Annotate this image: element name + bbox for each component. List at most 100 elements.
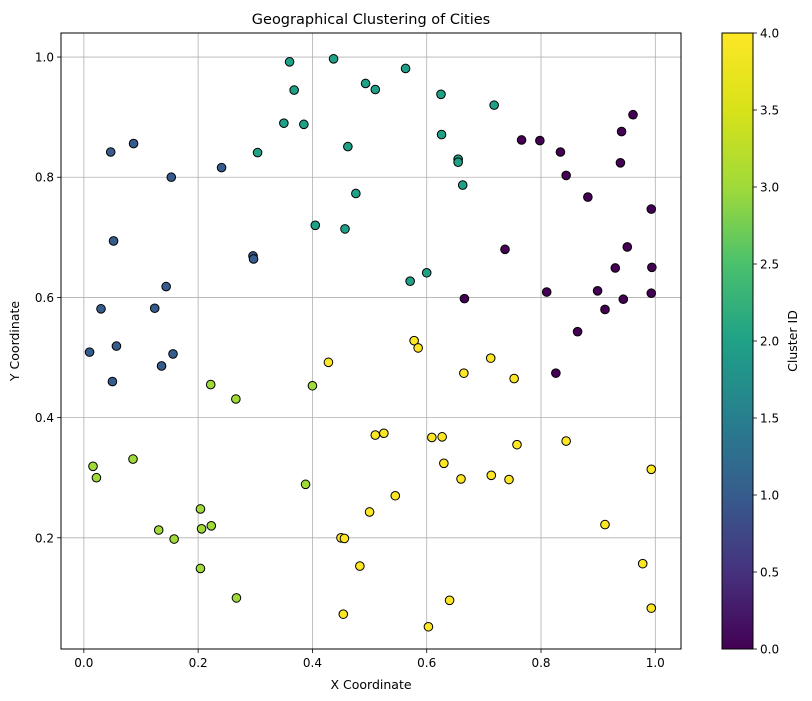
city-point	[166, 172, 177, 183]
city-point	[156, 361, 167, 371]
city-point	[105, 147, 116, 157]
city-point	[583, 192, 593, 202]
city-point	[161, 281, 171, 292]
city-point	[107, 376, 118, 387]
y-tick-label: 0.8	[35, 171, 54, 185]
city-point	[355, 561, 365, 571]
colorbar-tick-label: 1.5	[760, 412, 779, 426]
y-tick-label: 0.2	[35, 531, 54, 545]
city-point	[459, 368, 469, 378]
data-points	[84, 54, 657, 632]
city-point	[561, 170, 571, 181]
city-point	[551, 368, 561, 378]
city-point	[343, 141, 353, 152]
city-point	[541, 287, 552, 297]
colorbar-tick-label: 0.5	[760, 566, 779, 580]
city-point	[390, 490, 401, 501]
y-tick-label: 0.4	[35, 411, 54, 425]
city-point	[289, 85, 299, 95]
grid-lines	[61, 33, 681, 649]
city-point	[231, 593, 242, 603]
city-point	[307, 380, 318, 391]
city-point	[128, 454, 138, 464]
y-tick-label: 1.0	[35, 51, 54, 65]
x-tick-label: 0.0	[74, 656, 93, 670]
x-axis-ticks: 0.0 0.2 0.4 0.6 0.8 1.0	[74, 649, 665, 670]
city-point	[400, 63, 411, 74]
city-point	[615, 158, 626, 168]
city-point	[572, 326, 583, 337]
city-point	[413, 343, 423, 353]
city-point	[439, 458, 449, 469]
colorbar-tick-label: 3.0	[760, 181, 779, 195]
colorbar-tick-label: 3.5	[760, 104, 779, 118]
city-point	[252, 147, 263, 158]
city-point	[379, 428, 389, 439]
city-point	[351, 188, 361, 199]
city-point	[646, 603, 657, 613]
city-point	[489, 100, 499, 110]
colorbar-ticks: 0.0 0.5 1.0 1.5 2.0 2.5 3.0 3.5 4.0	[753, 27, 779, 657]
city-point	[111, 341, 122, 351]
city-point	[453, 157, 463, 168]
city-point	[88, 461, 98, 472]
colorbar	[721, 32, 754, 650]
y-axis-ticks: 0.2 0.4 0.6 0.8 1.0	[35, 51, 61, 545]
colorbar-tick-label: 2.0	[760, 335, 779, 349]
city-point	[299, 119, 309, 130]
city-point	[622, 242, 633, 252]
city-point	[248, 254, 259, 264]
city-point	[409, 335, 419, 346]
city-point	[504, 474, 514, 485]
city-point	[618, 294, 629, 305]
city-point	[405, 276, 415, 287]
city-point	[436, 129, 447, 140]
city-point	[370, 430, 381, 440]
city-point	[512, 439, 522, 450]
colorbar-tick-label: 0.0	[760, 643, 779, 657]
city-point	[284, 57, 295, 67]
city-point	[421, 267, 432, 278]
city-point	[535, 135, 545, 146]
city-point	[561, 436, 571, 446]
city-point	[646, 204, 657, 214]
city-point	[592, 286, 603, 296]
city-point	[364, 507, 375, 517]
city-point	[600, 519, 610, 530]
city-point	[153, 525, 164, 535]
colorbar-tick-label: 4.0	[760, 27, 779, 41]
city-point	[196, 524, 207, 534]
x-tick-label: 0.2	[189, 656, 208, 670]
x-tick-label: 1.0	[646, 656, 665, 670]
city-point	[231, 394, 241, 404]
colorbar-tick-label: 1.0	[760, 489, 779, 503]
city-point	[485, 353, 496, 363]
city-point	[444, 595, 455, 606]
city-point	[195, 504, 206, 514]
city-point	[206, 521, 217, 531]
city-point	[555, 147, 566, 157]
city-point	[436, 89, 446, 100]
city-point	[169, 534, 179, 544]
city-point	[459, 293, 470, 304]
x-tick-label: 0.8	[531, 656, 550, 670]
x-axis-label: X Coordinate	[330, 677, 411, 692]
city-point	[149, 303, 160, 314]
city-point	[437, 432, 447, 442]
colorbar-label: Cluster ID	[785, 310, 800, 372]
city-point	[338, 609, 349, 619]
y-tick-label: 0.6	[35, 291, 54, 305]
city-point	[108, 236, 119, 246]
city-point	[205, 379, 216, 390]
city-point	[457, 180, 468, 190]
city-point	[279, 118, 289, 128]
city-point	[300, 479, 311, 490]
city-point	[423, 621, 434, 632]
city-point	[310, 220, 321, 231]
chart-title: Geographical Clustering of Cities	[252, 12, 490, 28]
city-point	[610, 263, 621, 273]
city-point	[516, 135, 527, 145]
city-point	[427, 432, 437, 443]
city-point	[370, 84, 381, 95]
